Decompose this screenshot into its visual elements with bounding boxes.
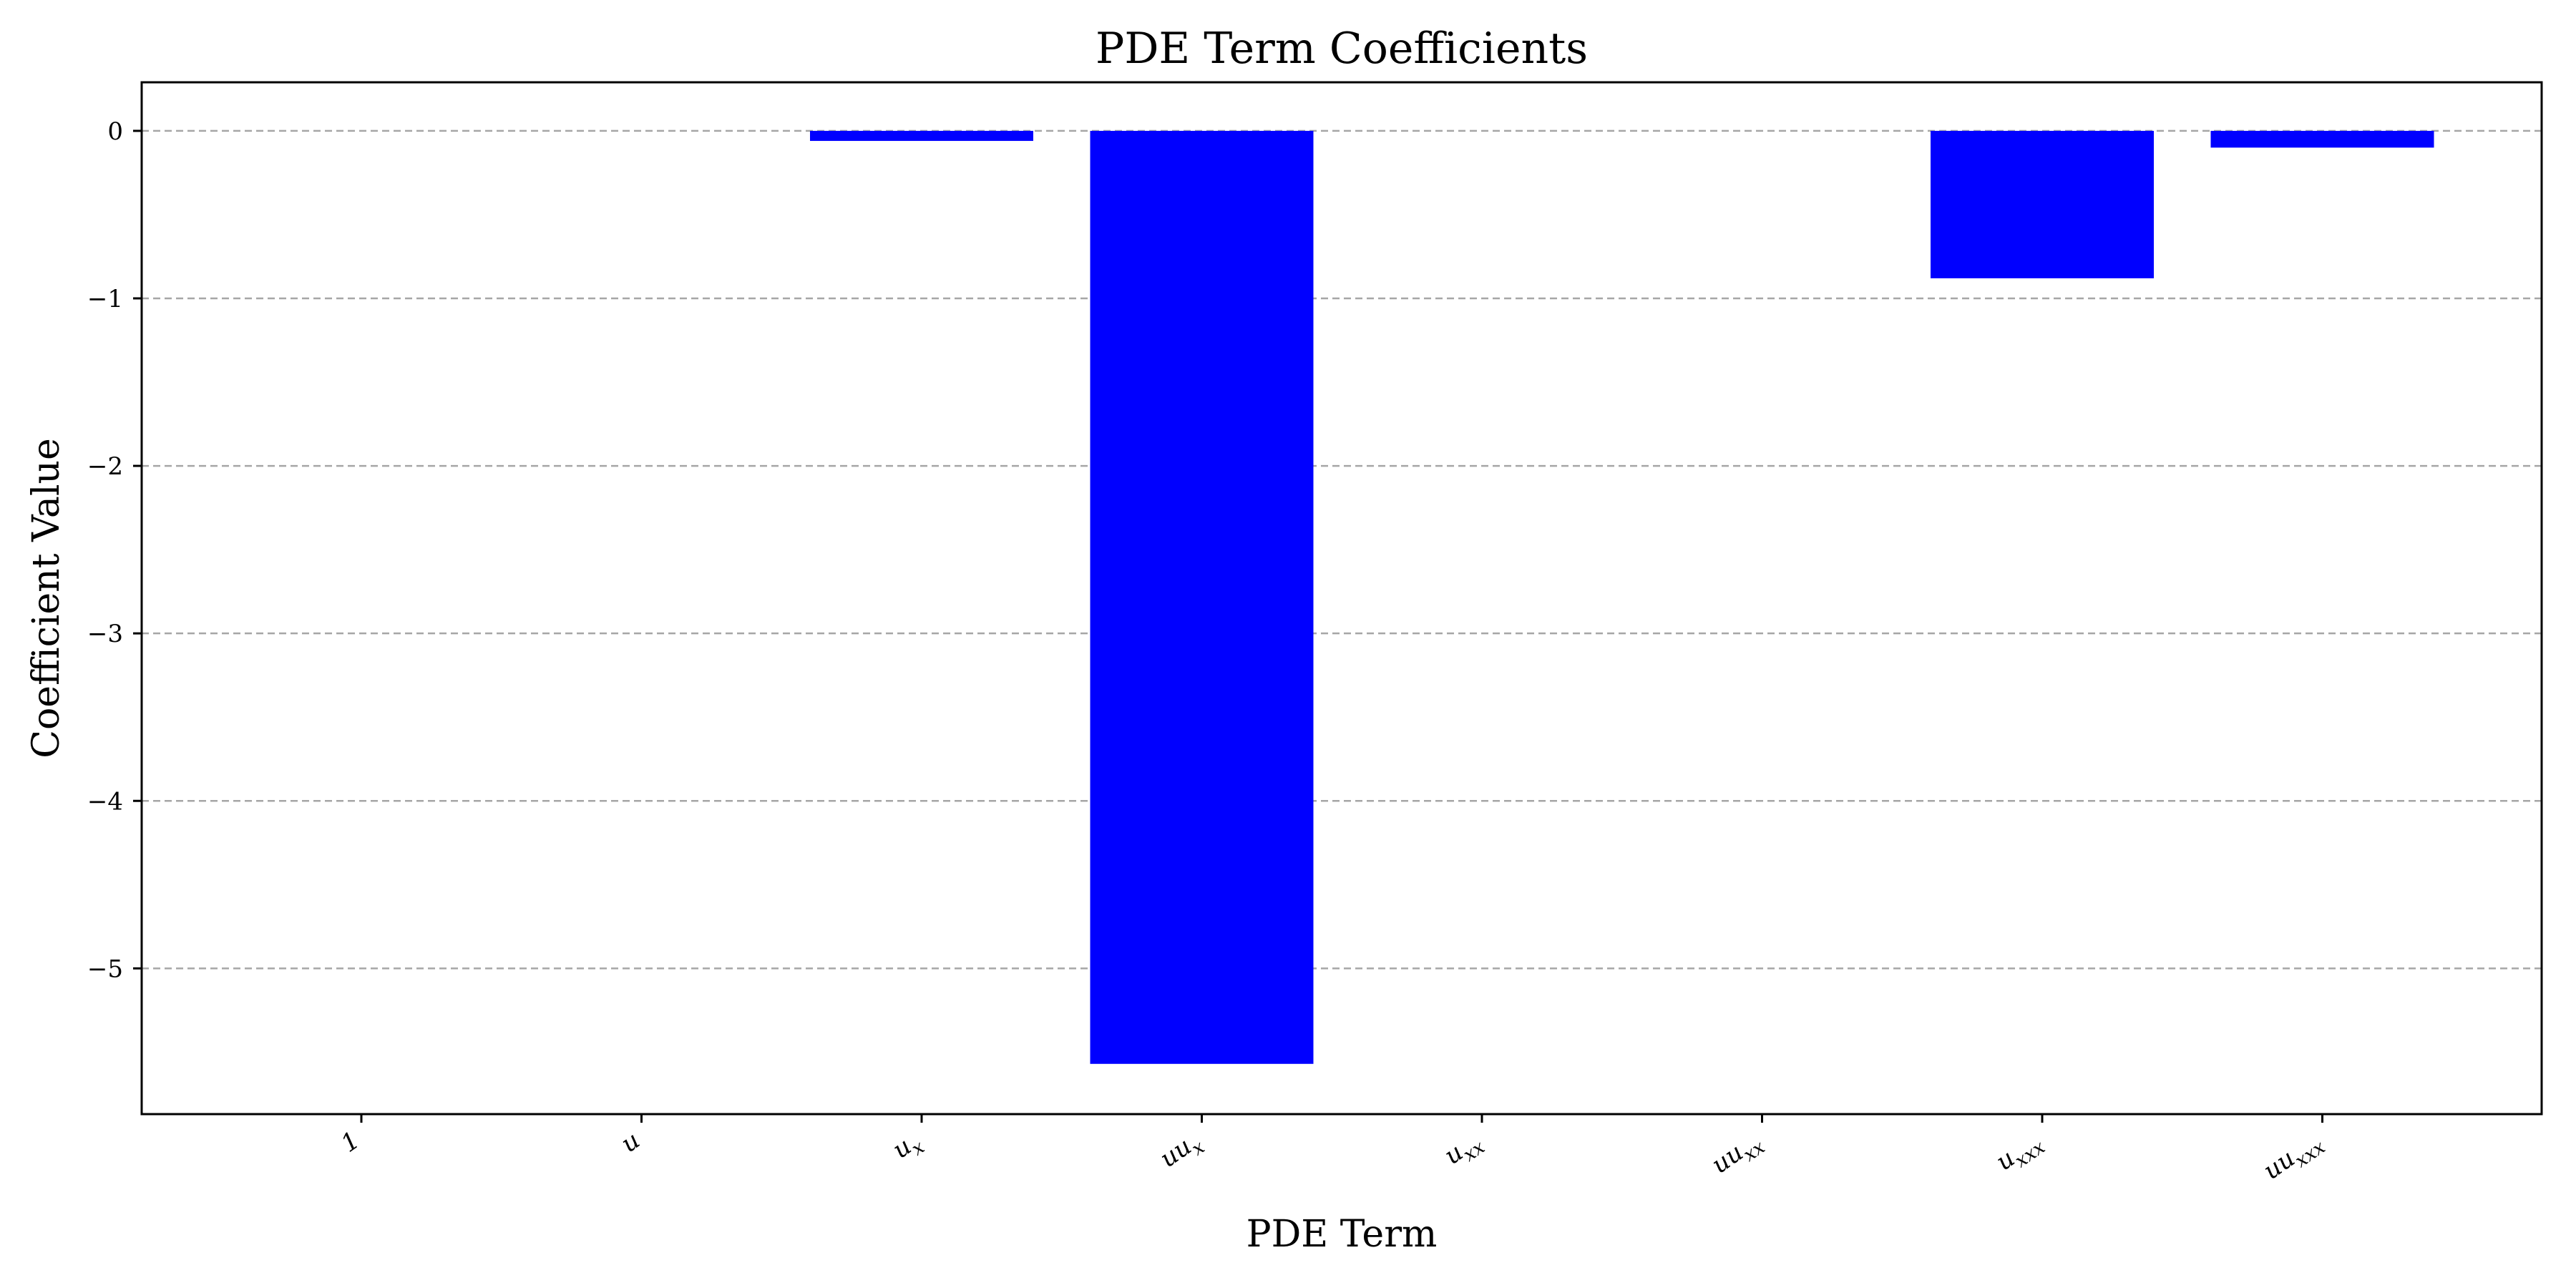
grid-lines — [142, 130, 2542, 970]
x-tick-label: 1 — [336, 1126, 365, 1158]
y-tick-label: 0 — [107, 117, 123, 146]
x-tick-label: uxxx — [1991, 1126, 2049, 1181]
bar-u_xxx — [1931, 130, 2154, 278]
x-tick-label: u — [616, 1126, 645, 1158]
x-axis-ticks: 1 u ux uux uxx uuxx uxxx uuxxx — [336, 1114, 2330, 1190]
x-tick-label: uuxx — [1707, 1126, 1770, 1184]
x-tick-label: uxx — [1439, 1126, 1489, 1175]
plot-frame — [140, 81, 2543, 1116]
x-tick-label: ux — [887, 1126, 929, 1169]
y-tick-label: −4 — [87, 787, 123, 816]
y-axis-label: Coefficient Value — [25, 438, 68, 758]
x-axis-label: PDE Term — [1246, 1213, 1438, 1256]
y-tick-label: −5 — [87, 955, 123, 983]
bar-u_x — [810, 130, 1033, 141]
chart-title: PDE Term Coefficients — [1096, 24, 1588, 74]
y-axis-ticks: 0 −1 −2 −3 −4 −5 — [87, 117, 142, 983]
bar-uu_xxx — [2210, 130, 2434, 148]
y-tick-label: −1 — [87, 285, 123, 313]
bars — [810, 130, 2434, 1064]
y-tick-label: −2 — [87, 452, 123, 481]
y-tick-label: −3 — [87, 620, 123, 648]
bar-uu_x — [1090, 130, 1314, 1064]
x-tick-label: uux — [1155, 1126, 1209, 1178]
x-tick-label: uuxxx — [2258, 1126, 2330, 1190]
